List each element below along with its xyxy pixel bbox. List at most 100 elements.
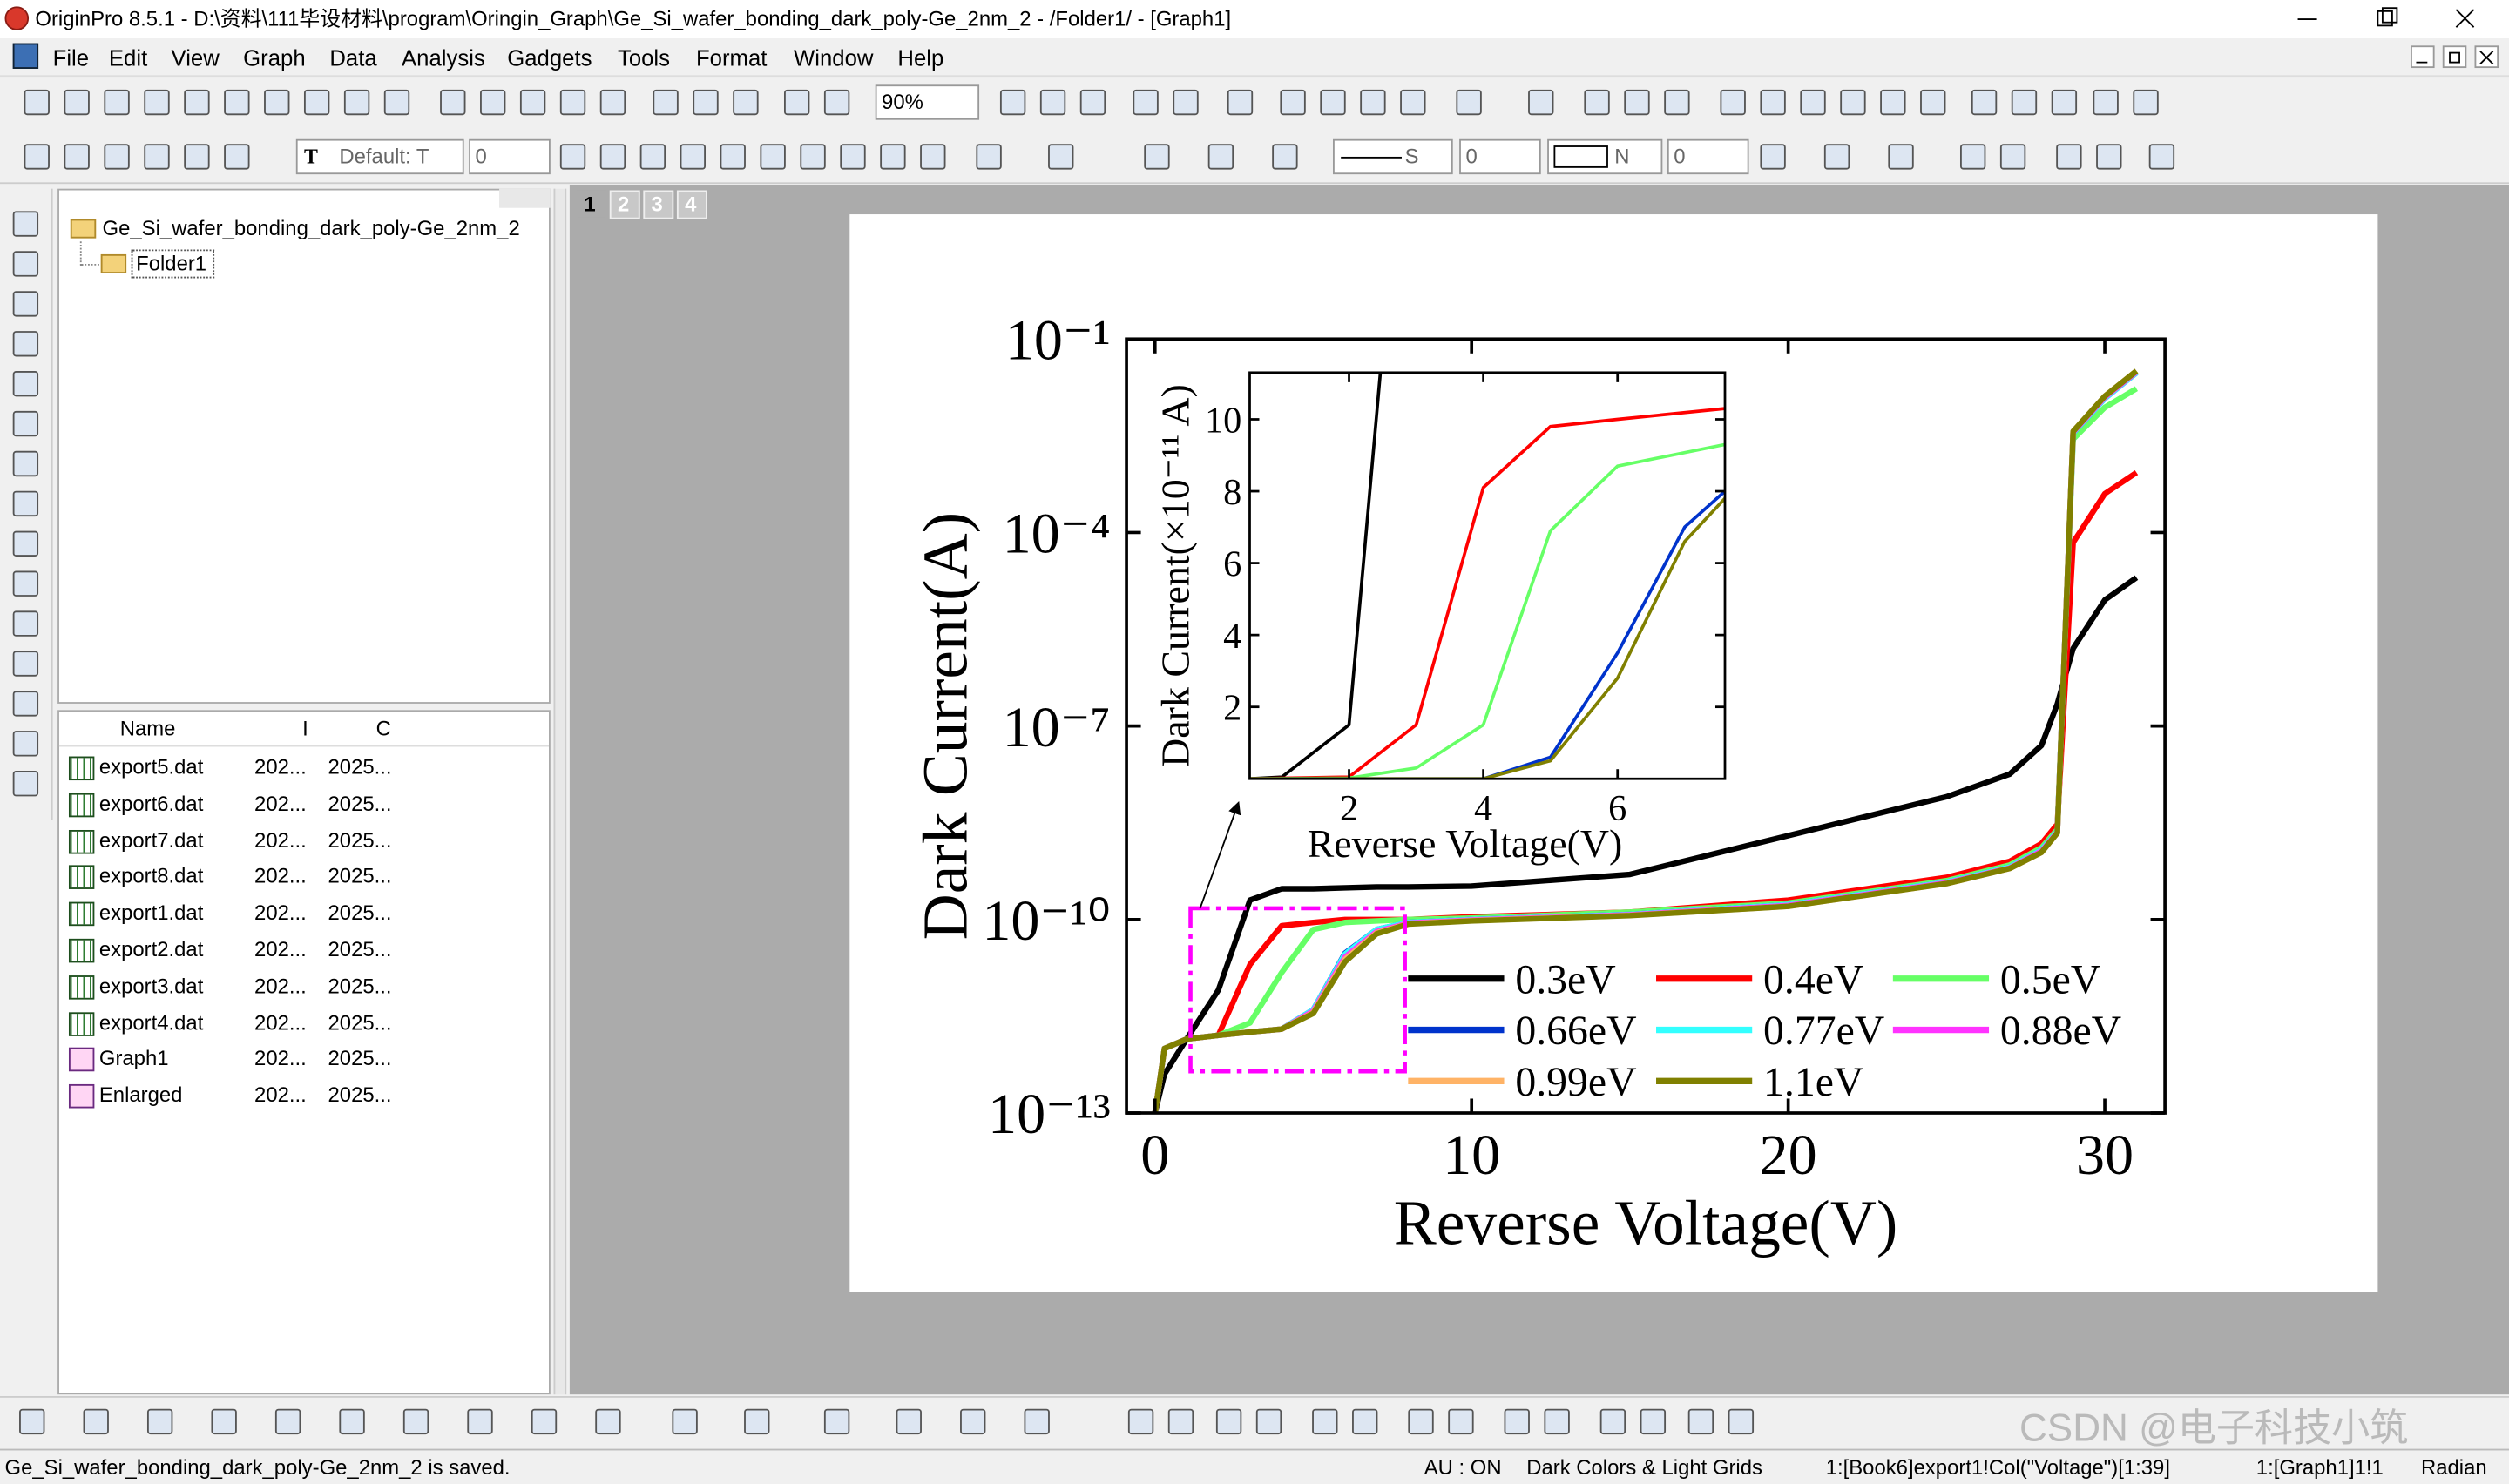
toolbar-button[interactable]	[1352, 1408, 1378, 1435]
toolbar-button[interactable]	[184, 89, 210, 116]
toolbar-button[interactable]	[1127, 1408, 1154, 1435]
tool-button[interactable]	[12, 651, 39, 677]
toolbar-button[interactable]	[1544, 1408, 1570, 1435]
item-name[interactable]: Enlarged	[98, 1083, 183, 1108]
tool-button[interactable]	[12, 490, 39, 517]
tool-button[interactable]	[12, 691, 39, 717]
font-combo[interactable]	[295, 138, 464, 175]
menu-item[interactable]: Analysis	[402, 44, 485, 71]
toolbar-button[interactable]	[402, 1408, 429, 1435]
toolbar-button[interactable]	[83, 1408, 109, 1435]
toolbar-button[interactable]	[1599, 1408, 1626, 1435]
splitter[interactable]	[553, 188, 567, 1395]
toolbar-button[interactable]	[1079, 89, 1106, 116]
toolbar-button[interactable]	[976, 144, 1002, 170]
toolbar-button[interactable]	[1888, 144, 1914, 170]
item-name[interactable]: export7.dat	[98, 827, 204, 852]
toolbar-button[interactable]	[1227, 89, 1254, 116]
toolbar-button[interactable]	[303, 89, 330, 116]
toolbar-button[interactable]	[1720, 89, 1746, 116]
toolbar-button[interactable]	[896, 1408, 922, 1435]
toolbar-button[interactable]	[343, 89, 370, 116]
toolbar-button[interactable]	[1971, 89, 1998, 116]
page-tab[interactable]	[643, 190, 674, 219]
toolbar-button[interactable]	[2011, 89, 2038, 116]
toolbar-button[interactable]	[744, 1408, 770, 1435]
toolbar-button[interactable]	[467, 1408, 493, 1435]
tool-button[interactable]	[12, 771, 39, 797]
toolbar-button[interactable]	[693, 89, 719, 116]
toolbar-button[interactable]	[1280, 89, 1306, 116]
item-name[interactable]: export2.dat	[98, 937, 204, 961]
toolbar-button[interactable]	[1312, 1408, 1338, 1435]
toolbar-button[interactable]	[64, 89, 90, 116]
toolbar-button[interactable]	[840, 144, 866, 170]
toolbar-button[interactable]	[559, 89, 586, 116]
toolbar-button[interactable]	[211, 1408, 237, 1435]
toolbar-button[interactable]	[720, 144, 746, 170]
toolbar-button[interactable]	[1360, 89, 1386, 116]
toolbar-button[interactable]	[599, 144, 626, 170]
toolbar-button[interactable]	[2051, 89, 2078, 116]
toolbar-button[interactable]	[1048, 144, 1074, 170]
tool-button[interactable]	[12, 291, 39, 317]
tool-button[interactable]	[12, 450, 39, 477]
toolbar-button[interactable]	[880, 144, 906, 170]
tool-button[interactable]	[12, 371, 39, 397]
toolbar-button[interactable]	[1144, 144, 1170, 170]
toolbar-button[interactable]	[1800, 89, 1826, 116]
toolbar-button[interactable]	[1039, 89, 1066, 116]
toolbar-button[interactable]	[1999, 144, 2026, 170]
tool-button[interactable]	[12, 530, 39, 557]
tool-button[interactable]	[12, 211, 39, 237]
toolbar-button[interactable]	[1167, 1408, 1194, 1435]
menu-item[interactable]: Format	[695, 44, 768, 71]
toolbar-button[interactable]	[1215, 1408, 1242, 1435]
toolbar-button[interactable]	[1207, 144, 1234, 170]
toolbar-button[interactable]	[1664, 89, 1690, 116]
toolbar-button[interactable]	[144, 89, 170, 116]
toolbar-button[interactable]	[653, 89, 679, 116]
menu-item[interactable]: Help	[897, 44, 944, 71]
panel-buttons[interactable]	[499, 188, 551, 208]
toolbar-button[interactable]	[104, 144, 130, 170]
toolbar-button[interactable]	[1760, 89, 1786, 116]
toolbar-button[interactable]	[760, 144, 786, 170]
toolbar-button[interactable]	[24, 144, 50, 170]
toolbar-button[interactable]	[595, 1408, 621, 1435]
page-tab-label[interactable]: 3	[651, 192, 663, 216]
toolbar-button[interactable]	[783, 89, 810, 116]
toolbar-button[interactable]	[274, 1408, 301, 1435]
toolbar-button[interactable]	[383, 89, 410, 116]
toolbar-button[interactable]	[1920, 89, 1946, 116]
toolbar-button[interactable]	[146, 1408, 173, 1435]
window-controls[interactable]	[2272, 0, 2509, 38]
toolbar-button[interactable]	[519, 89, 546, 116]
toolbar-button[interactable]	[1400, 89, 1426, 116]
tool-button[interactable]	[12, 570, 39, 597]
page-tab-label[interactable]: 1	[584, 192, 596, 216]
toolbar-button[interactable]	[1456, 89, 1482, 116]
toolbar-button[interactable]	[599, 89, 626, 116]
mdi-controls[interactable]	[2408, 44, 2504, 72]
page-tab[interactable]	[576, 190, 607, 219]
toolbar-button[interactable]	[1624, 89, 1650, 116]
toolbar-button[interactable]	[733, 89, 759, 116]
toolbar-button[interactable]	[1728, 1408, 1755, 1435]
menu-item[interactable]: Gadgets	[507, 44, 592, 71]
item-name[interactable]: export1.dat	[98, 901, 204, 925]
toolbar-button[interactable]	[672, 1408, 698, 1435]
toolbar-button[interactable]	[1173, 89, 1199, 116]
toolbar-button[interactable]	[2133, 89, 2159, 116]
col-i[interactable]: I	[302, 716, 308, 741]
toolbar-button[interactable]	[823, 1408, 850, 1435]
menu-item[interactable]: Window	[794, 44, 874, 71]
line-width-combo[interactable]	[1459, 138, 1541, 175]
menu-item[interactable]: Tools	[617, 44, 671, 71]
toolbar-button[interactable]	[184, 144, 210, 170]
toolbar-button[interactable]	[1840, 89, 1866, 116]
item-name[interactable]: export5.dat	[98, 754, 204, 779]
tool-button[interactable]	[12, 610, 39, 637]
toolbar-button[interactable]	[960, 1408, 986, 1435]
col-name[interactable]: Name	[119, 716, 176, 741]
